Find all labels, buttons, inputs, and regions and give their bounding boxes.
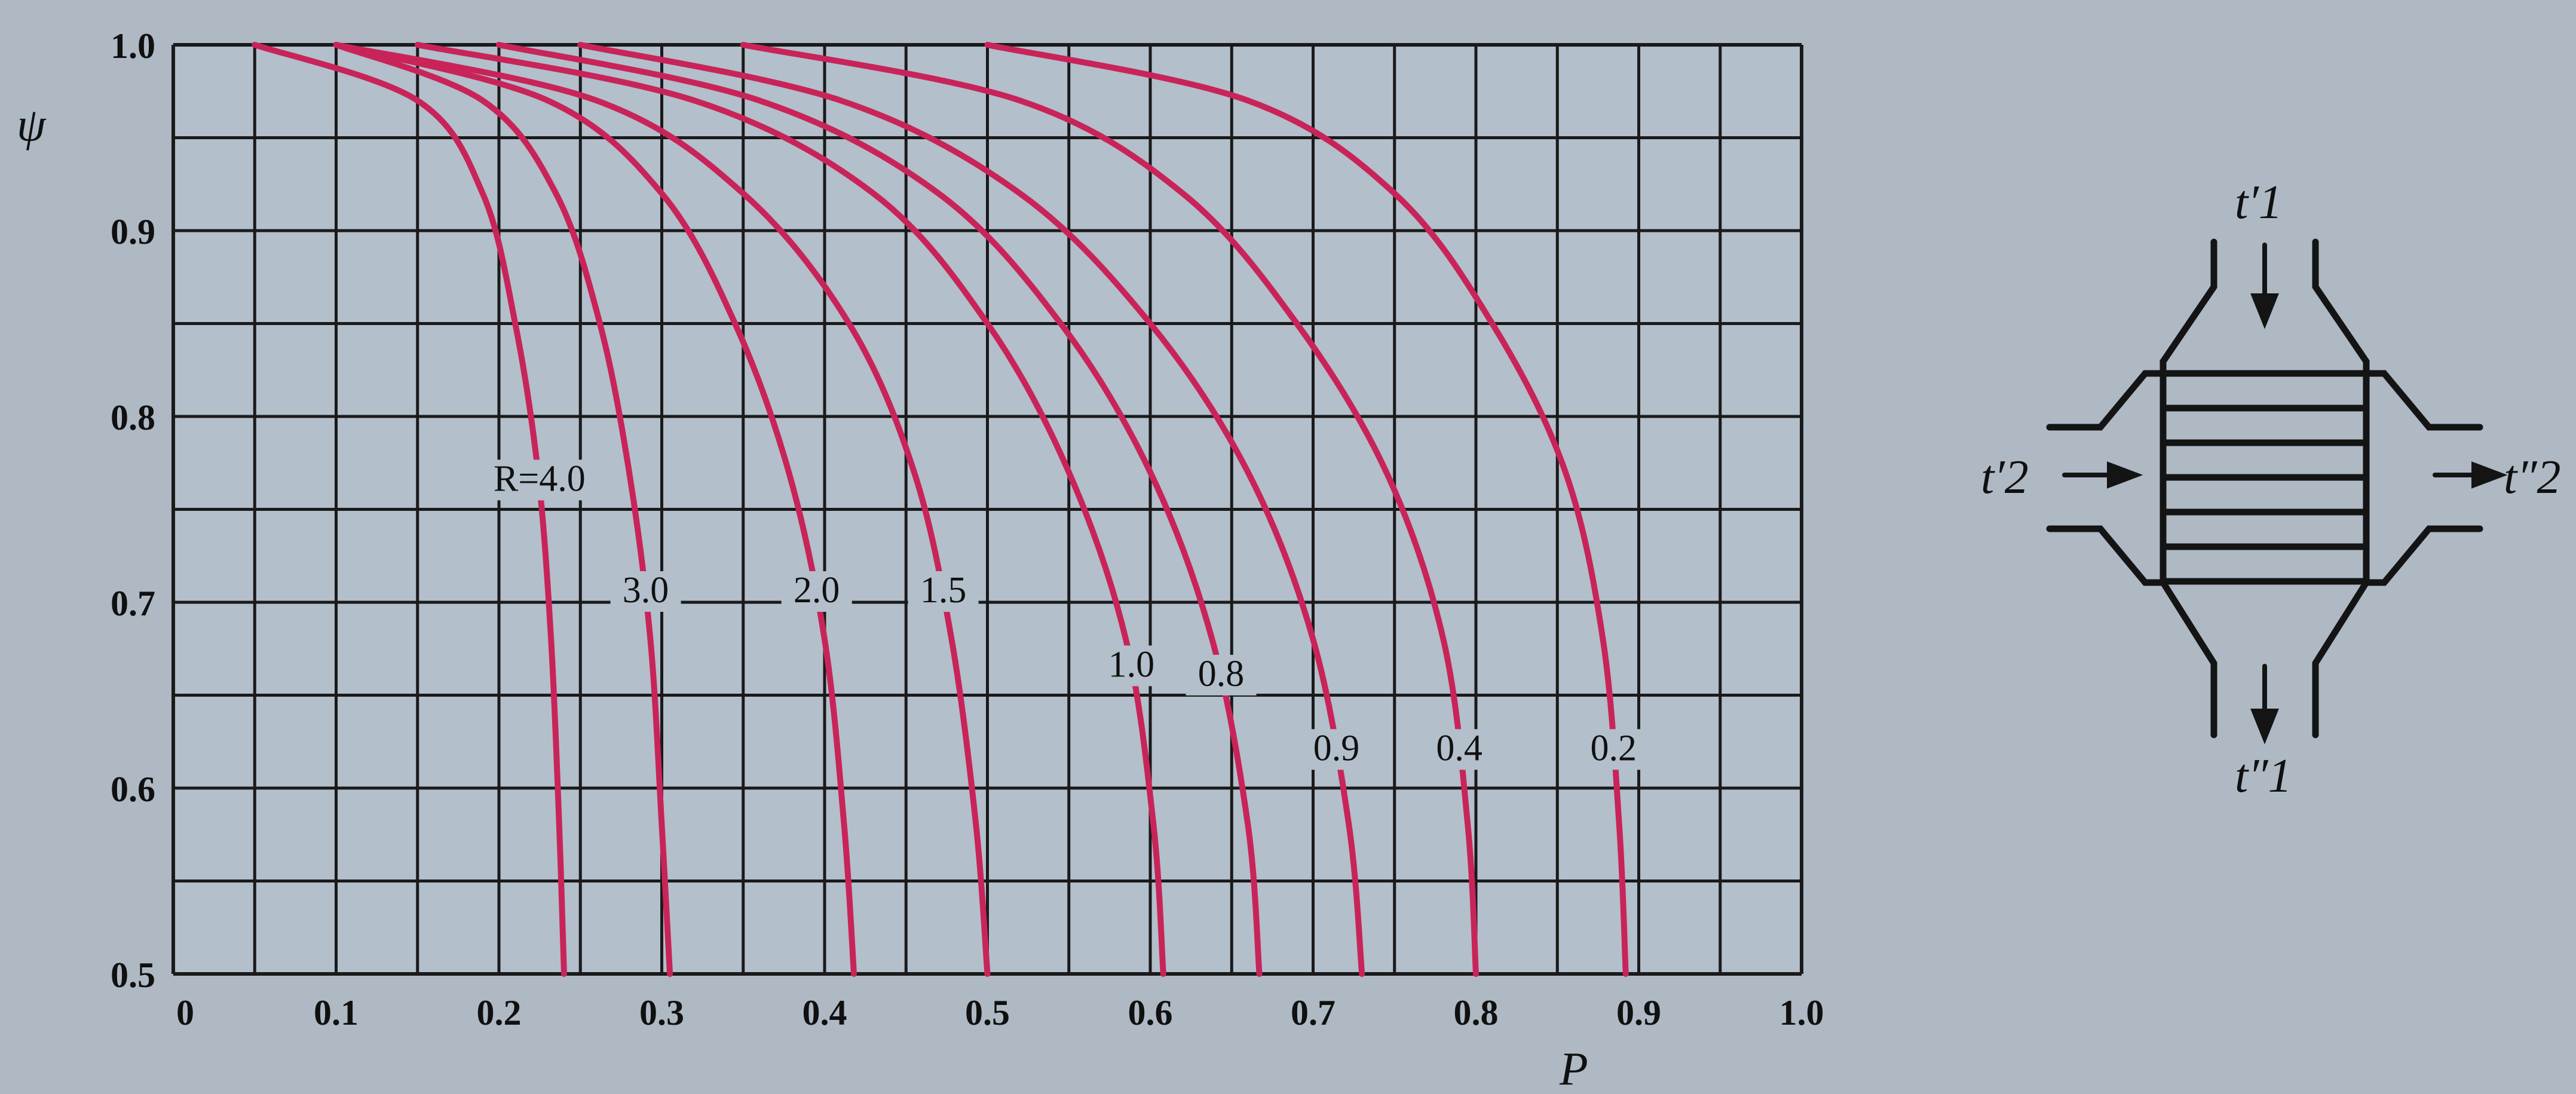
y-tick-label: 1.0 [111,26,155,66]
tube-bundle [2160,370,2370,585]
shell-bottom-right-wall [2312,579,2370,738]
arrow-tube-out-head [2471,461,2508,489]
left-channel-top-wall [2046,370,2167,431]
series-curve [740,42,1479,977]
curve-label-bg [1424,729,1495,770]
x-tick-label: 0.2 [477,993,522,1032]
series-curve [333,42,991,977]
curve-label: 0.8 [1198,654,1245,694]
curve-label: 2.0 [794,570,840,611]
x-tick-label: 0.4 [802,993,847,1032]
curve-label: 1.0 [1108,644,1155,685]
x-tick-label: 0.5 [965,993,1010,1032]
correction-factor-chart: 0 0.1 0.2 0.3 0.4 0.5 0.6 0.7 0.8 0.9 1.0 0.50.60.… [17,26,1824,1094]
heat-exchanger-diagram [2046,238,2508,744]
y-tick-labels: 0.5 0.6 0.7 0.8 0.9 1.0 [111,26,155,995]
x-tick-label: 0.8 [1454,993,1499,1032]
curve-label-bg [483,459,595,501]
curve-label: 0.2 [1591,728,1637,768]
label-t1-out: t″1 [2235,750,2292,802]
chart-grid [171,43,1803,976]
shell-top-left-wall [2160,238,2217,365]
curve-label-bg [1578,729,1649,770]
x-tick-label: 0 [176,993,194,1032]
y-tick-label: 0.7 [111,584,155,623]
curve-label-bg [1096,645,1167,687]
right-channel-top-wall [2363,370,2483,431]
series-curve [414,42,1166,977]
curve-label-bg [1186,654,1257,695]
series-curve [252,42,567,977]
y-tick-label: 0.5 [111,955,155,995]
label-t1-in: t′1 [2235,176,2283,229]
x-tick-labels: 0 0.1 0.2 0.3 0.4 0.5 0.6 0.7 0.8 0.9 1.0 [176,993,1824,1032]
arrow-shell-out-head [2250,709,2279,744]
diagram-labels: t′1 t″1 t′2 t″2 [1981,176,2561,802]
chart-curves [252,42,1629,977]
x-tick-label: 1.0 [1779,993,1824,1032]
y-tick-label: 0.9 [111,212,155,252]
curve-label-bg [610,571,681,612]
curve-label: 0.4 [1436,728,1482,768]
x-tick-label: 0.3 [639,993,684,1032]
shell-bottom-left-wall [2160,579,2217,738]
arrow-tube-in-head [2107,461,2143,489]
curve-label-bg [908,571,979,612]
label-t2-out: t″2 [2504,451,2561,504]
y-tick-label: 0.6 [111,770,155,809]
curve-label: 3.0 [623,570,669,611]
series-curve [496,42,1263,977]
x-tick-label: 0.1 [314,993,359,1032]
series-curve [333,42,857,977]
curve-labels: R=4.0 3.0 2.0 1.5 1.0 0.8 0.9 0.4 0.2 [483,458,1649,770]
x-tick-label: 0.7 [1291,993,1336,1032]
y-axis-title: ψ [17,99,47,151]
flow-arrows [2062,243,2508,744]
series-curve [577,42,1365,977]
x-axis-title: P [1559,1043,1588,1094]
curve-label: 0.9 [1313,728,1360,768]
curve-label: 1.5 [920,570,967,611]
curve-label-bg [1301,729,1372,770]
left-channel-bottom-wall [2046,525,2167,586]
x-tick-label: 0.6 [1128,993,1173,1032]
arrow-shell-in-head [2250,293,2279,329]
x-tick-label: 0.9 [1616,993,1661,1032]
label-t2-in: t′2 [1981,451,2029,504]
curve-label: R=4.0 [494,458,586,499]
right-channel-bottom-wall [2363,525,2483,586]
y-tick-label: 0.8 [111,398,155,437]
series-curve [984,42,1629,977]
series-curve [333,42,673,977]
shell-top-right-wall [2312,238,2370,365]
curve-label-bg [781,571,852,612]
